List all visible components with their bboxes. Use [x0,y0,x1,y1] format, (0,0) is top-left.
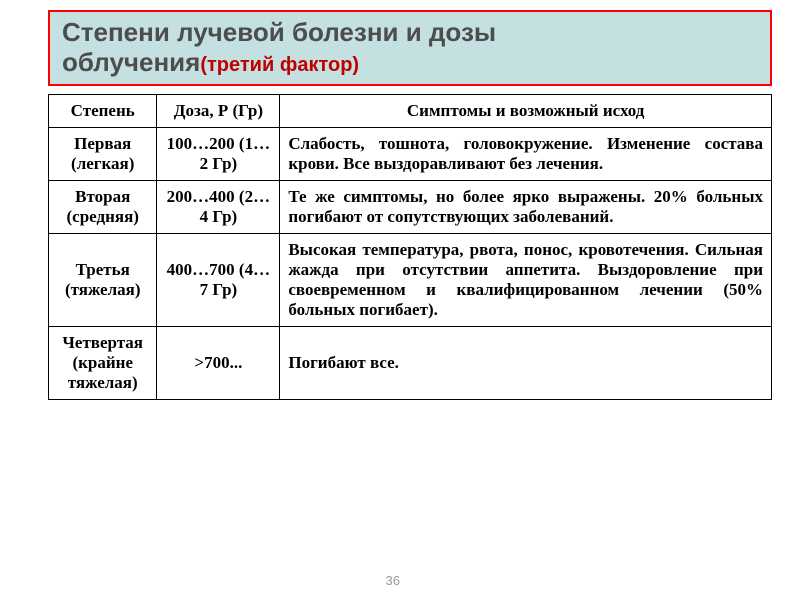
header-dose: Доза, Р (Гр) [157,94,280,127]
title-box: Степени лучевой болезни и дозы облучения… [48,10,772,86]
header-degree: Степень [49,94,157,127]
table-row: Вторая (средняя) 200…400 (2…4 Гр) Те же … [49,180,772,233]
title-line-1: Степени лучевой болезни и дозы [62,18,758,48]
table-row: Третья (тяжелая) 400…700 (4…7 Гр) Высока… [49,233,772,326]
radiation-table: Степень Доза, Р (Гр) Симптомы и возможны… [48,94,772,400]
table-header-row: Степень Доза, Р (Гр) Симптомы и возможны… [49,94,772,127]
title-subtitle: (третий фактор) [200,54,359,76]
table-row: Первая (легкая) 100…200 (1…2 Гр) Слабост… [49,127,772,180]
title-line-2: облучения(третий фактор) [62,48,758,78]
cell-degree: Четвертая (крайне тяжелая) [49,326,157,399]
cell-symptom: Высокая температура, рвота, понос, крово… [280,233,772,326]
header-symptoms: Симптомы и возможный исход [280,94,772,127]
cell-degree: Третья (тяжелая) [49,233,157,326]
cell-dose: 100…200 (1…2 Гр) [157,127,280,180]
cell-dose: >700... [157,326,280,399]
cell-degree: Первая (легкая) [49,127,157,180]
cell-degree: Вторая (средняя) [49,180,157,233]
cell-dose: 200…400 (2…4 Гр) [157,180,280,233]
table-row: Четвертая (крайне тяжелая) >700... Погиб… [49,326,772,399]
cell-symptom: Те же симптомы, но более ярко выражены. … [280,180,772,233]
cell-symptom: Слабость, тошнота, головокружение. Измен… [280,127,772,180]
page-number: 36 [386,573,400,588]
cell-dose: 400…700 (4…7 Гр) [157,233,280,326]
cell-symptom: Погибают все. [280,326,772,399]
title-line-2a: облучения [62,47,200,77]
slide-root: Степени лучевой болезни и дозы облучения… [0,0,800,600]
